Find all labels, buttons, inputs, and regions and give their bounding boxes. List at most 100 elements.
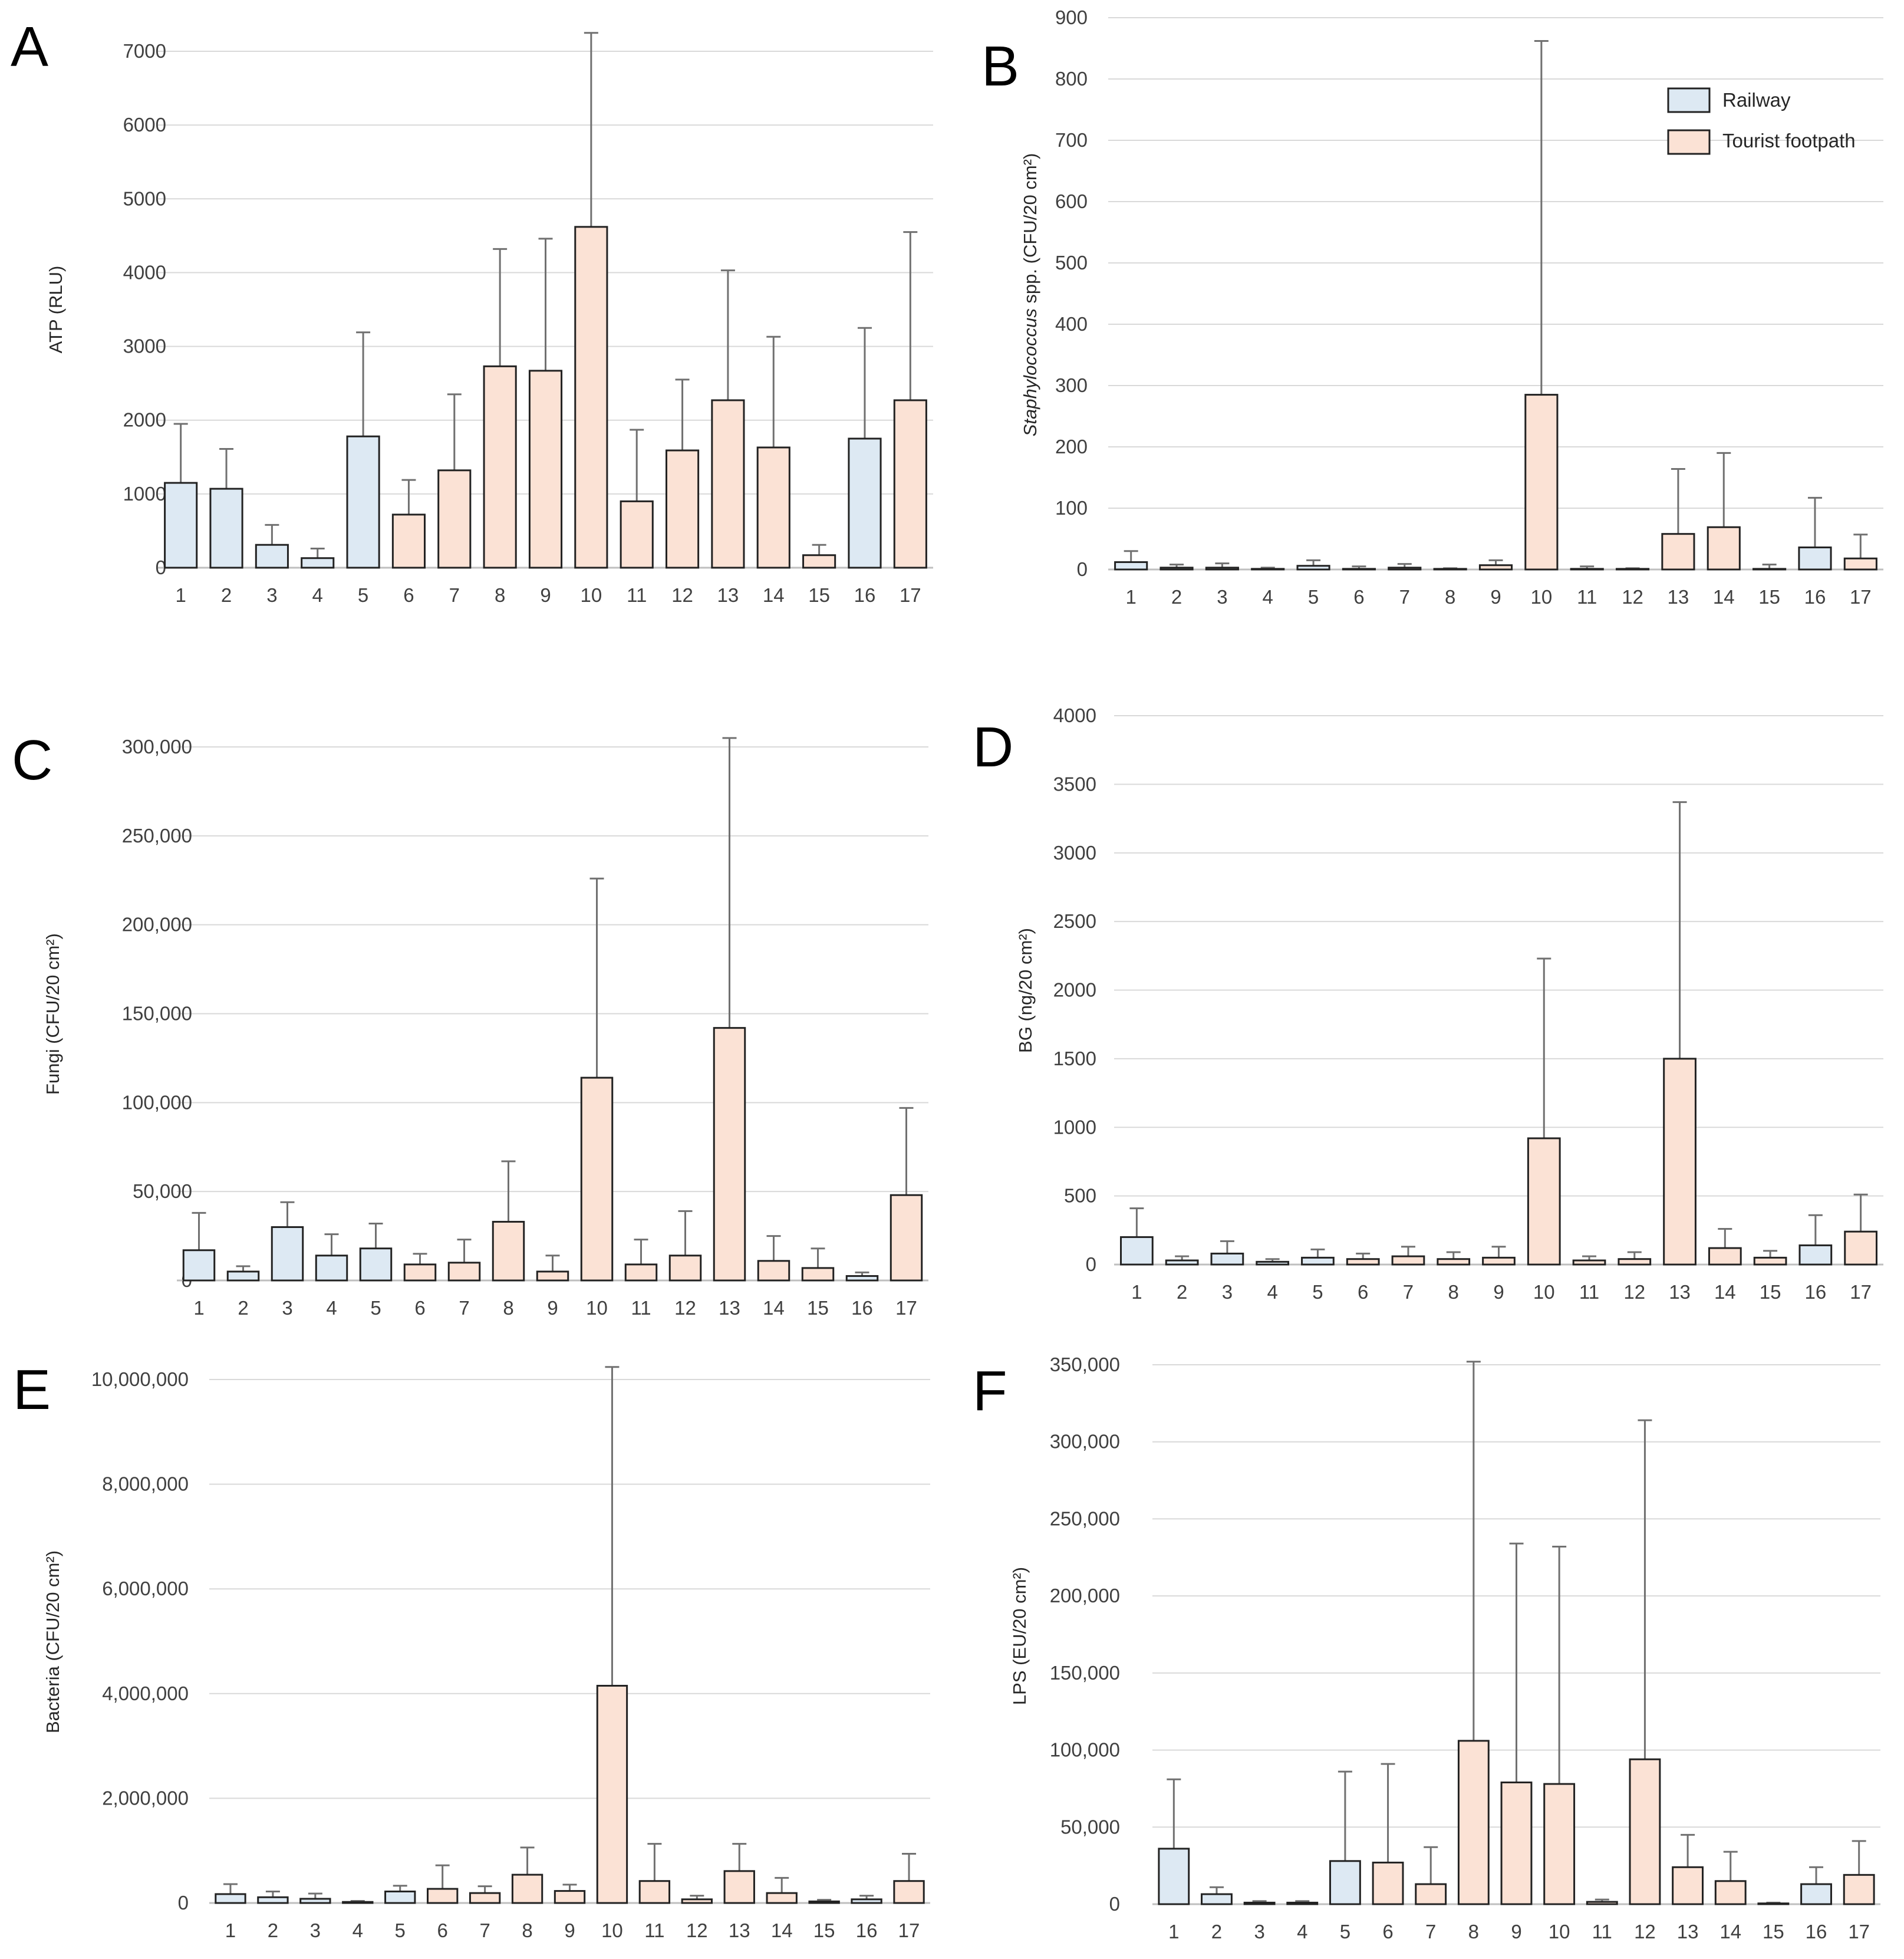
bar [447, 1262, 481, 1282]
x-tick-label: 2 [1171, 586, 1182, 608]
bar [391, 513, 426, 569]
bar [299, 1898, 331, 1904]
y-tick-label: 7000 [123, 40, 166, 62]
x-tick-label: 1 [1168, 1921, 1179, 1942]
y-tick-label: 2000 [1053, 979, 1096, 1001]
y-tick-label: 200 [1055, 436, 1088, 457]
bar [845, 1275, 879, 1282]
bar [426, 1888, 459, 1904]
bar [384, 1890, 416, 1904]
panel-letter: E [13, 1358, 51, 1421]
panel-letter: F [973, 1359, 1007, 1423]
bar [1800, 1883, 1832, 1905]
x-tick-label: 14 [1713, 586, 1735, 608]
y-tick-label: 250,000 [1050, 1507, 1120, 1529]
legend-swatch-tourist [1667, 129, 1711, 155]
x-tick-label: 3 [1222, 1281, 1233, 1303]
y-tick-label: 100,000 [1050, 1739, 1120, 1761]
bar [620, 500, 654, 569]
bar [1388, 567, 1422, 571]
x-tick-label: 1 [1131, 1281, 1142, 1303]
bar [893, 1880, 925, 1904]
y-tick-label: 0 [178, 1892, 189, 1914]
x-tick-label: 5 [1312, 1281, 1323, 1303]
y-tick-label: 300 [1055, 374, 1088, 396]
x-tick-label: 6 [1358, 1281, 1368, 1303]
y-tick-label: 500 [1064, 1185, 1096, 1207]
x-tick-label: 3 [1254, 1921, 1264, 1942]
x-tick-label: 8 [1468, 1921, 1479, 1942]
x-tick-label: 6 [1382, 1921, 1393, 1942]
x-tick-label: 5 [358, 584, 368, 606]
x-tick-label: 3 [282, 1297, 292, 1319]
bar [1165, 1259, 1199, 1266]
x-tick-label: 10 [1533, 1281, 1555, 1303]
x-tick-label: 7 [479, 1920, 490, 1941]
bar [255, 544, 289, 569]
bar [681, 1898, 713, 1904]
panel-letter: C [12, 729, 52, 792]
bar [801, 1267, 835, 1282]
x-tick-label: 11 [627, 584, 647, 606]
x-tick-label: 3 [1217, 586, 1227, 608]
x-tick-label: 10 [601, 1920, 623, 1941]
bar [1798, 546, 1832, 571]
x-tick-label: 9 [547, 1297, 558, 1319]
x-tick-label: 4 [1263, 586, 1273, 608]
x-tick-label: 15 [813, 1920, 835, 1941]
x-tick-label: 2 [221, 584, 232, 606]
bar [1478, 564, 1513, 571]
x-tick-label: 14 [1714, 1281, 1736, 1303]
y-axis-label: ATP (RLU) [45, 266, 66, 354]
bar [1798, 1244, 1833, 1266]
bar [1482, 1256, 1516, 1266]
bar [668, 1255, 702, 1282]
y-tick-label: 150,000 [1050, 1662, 1120, 1684]
bar [1329, 1860, 1361, 1905]
x-tick-label: 8 [503, 1297, 513, 1319]
bar [1114, 561, 1148, 571]
panel-letter: B [981, 35, 1019, 98]
bar [437, 469, 472, 569]
x-tick-label: 17 [1850, 1281, 1872, 1303]
bar [1524, 394, 1559, 571]
bar [1672, 1866, 1704, 1905]
bar [574, 226, 608, 569]
bar [596, 1684, 628, 1904]
y-tick-label: 800 [1055, 68, 1088, 90]
bar [1286, 1901, 1319, 1905]
bar [257, 1896, 289, 1904]
x-tick-label: 16 [1804, 586, 1826, 608]
y-tick-label: 5000 [123, 187, 166, 209]
x-tick-label: 7 [449, 584, 460, 606]
y-tick-label: 300,000 [122, 736, 192, 758]
bar [271, 1226, 304, 1282]
y-tick-label: 3500 [1053, 773, 1096, 795]
x-tick-label: 10 [586, 1297, 608, 1319]
y-axis-label: Staphylococcus spp. (CFU/20 cm²) [1020, 153, 1040, 437]
bar [851, 1898, 882, 1904]
y-tick-label: 350,000 [1050, 1354, 1120, 1375]
bar [1844, 1230, 1877, 1266]
y-tick-label: 4,000,000 [102, 1683, 189, 1704]
bar [808, 1900, 840, 1904]
x-tick-label: 2 [1211, 1921, 1222, 1942]
bar [1457, 1740, 1490, 1905]
x-tick-label: 8 [495, 584, 505, 606]
bar [1572, 1259, 1606, 1266]
bar [713, 1027, 746, 1282]
x-tick-label: 8 [1445, 586, 1455, 608]
y-tick-label: 4000 [1053, 704, 1096, 726]
y-tick-label: 200,000 [122, 914, 192, 936]
bar [342, 1901, 374, 1904]
x-tick-label: 17 [1850, 586, 1872, 608]
y-tick-label: 6,000,000 [102, 1578, 189, 1599]
bar [182, 1249, 216, 1282]
bar [766, 1892, 798, 1904]
y-tick-label: 2,000,000 [102, 1787, 189, 1809]
bar [469, 1892, 501, 1904]
y-tick-label: 400 [1055, 313, 1088, 335]
bar [536, 1270, 569, 1282]
bar [1663, 1058, 1697, 1266]
